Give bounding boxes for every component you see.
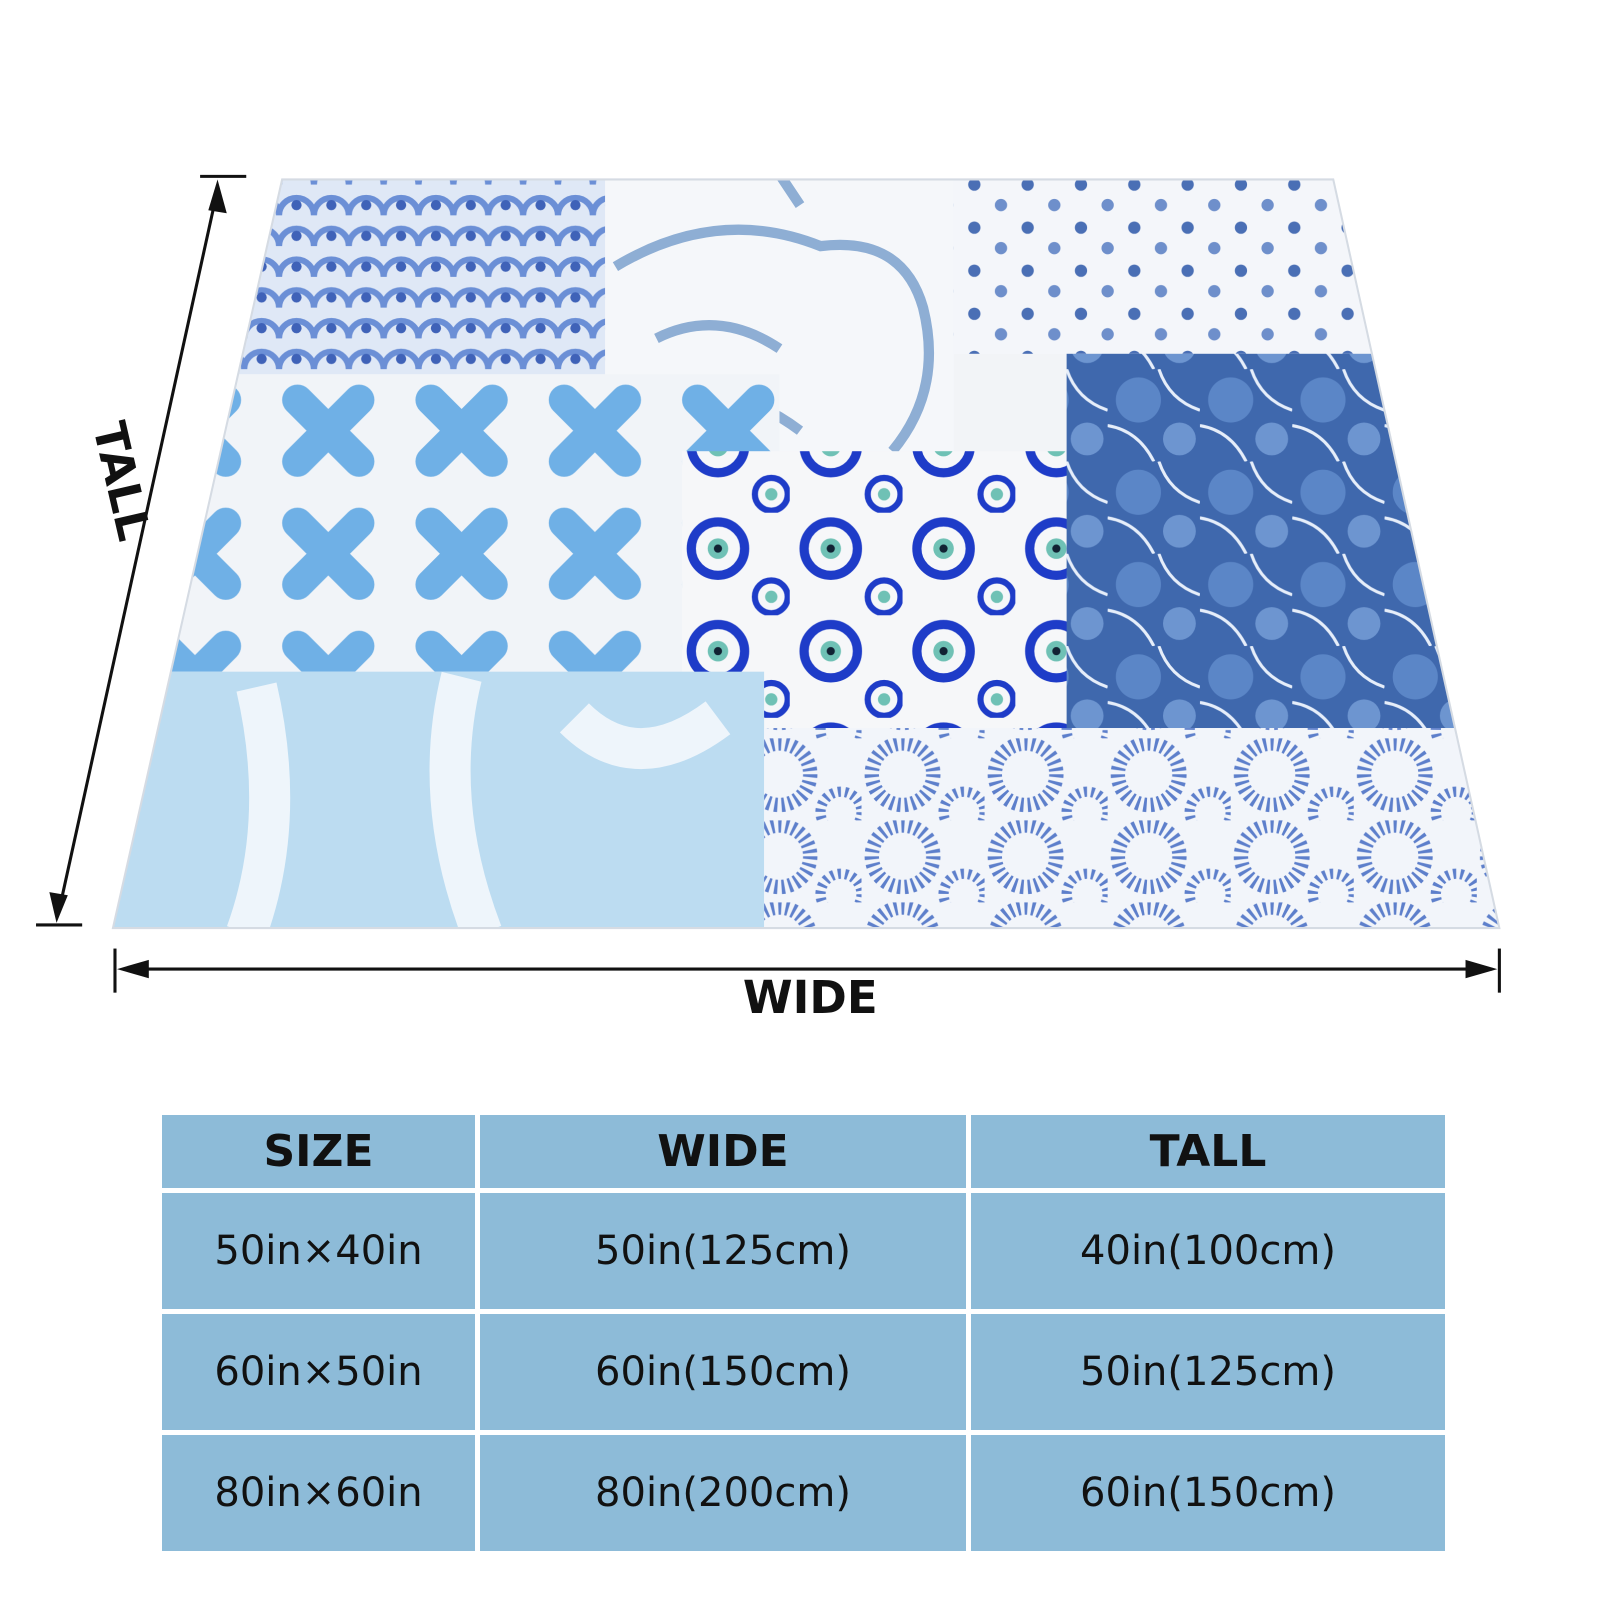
table-header: SIZE WIDE TALL — [162, 1115, 1445, 1188]
table-cell: 60in×50in — [162, 1314, 475, 1430]
wide-label: WIDE — [743, 971, 878, 1024]
table-cell: 80in(200cm) — [480, 1435, 966, 1551]
table-cell: 60in(150cm) — [971, 1435, 1445, 1551]
wide-dimension — [113, 948, 1501, 993]
blanket — [112, 179, 1500, 929]
blanket-illustration: TALL WIDE — [36, 174, 1501, 1024]
header-cell: TALL — [971, 1115, 1445, 1188]
table-cell: 80in×60in — [162, 1435, 475, 1551]
tall-label: TALL — [82, 417, 161, 546]
header-cell: SIZE — [162, 1115, 475, 1188]
table-cell: 50in(125cm) — [971, 1314, 1445, 1430]
table-cell: 60in(150cm) — [480, 1314, 966, 1430]
table-body: 50in×40in 50in(125cm) 40in(100cm) 60in×50in… — [162, 1193, 1445, 1551]
table-row: 60in×50in 60in(150cm) 50in(125cm) — [162, 1314, 1445, 1430]
table-cell: 50in(125cm) — [480, 1193, 966, 1309]
size-table: SIZE WIDE TALL 50in×40in 50in(125cm) 40in(10… — [157, 1110, 1450, 1556]
tall-dimension — [36, 174, 247, 927]
table-row: 50in×40in 50in(125cm) 40in(100cm) — [162, 1193, 1445, 1309]
table-cell: 40in(100cm) — [971, 1193, 1445, 1309]
header-cell: WIDE — [480, 1115, 966, 1188]
table-row: 80in×60in 80in(200cm) 60in(150cm) — [162, 1435, 1445, 1551]
table-cell: 50in×40in — [162, 1193, 475, 1309]
